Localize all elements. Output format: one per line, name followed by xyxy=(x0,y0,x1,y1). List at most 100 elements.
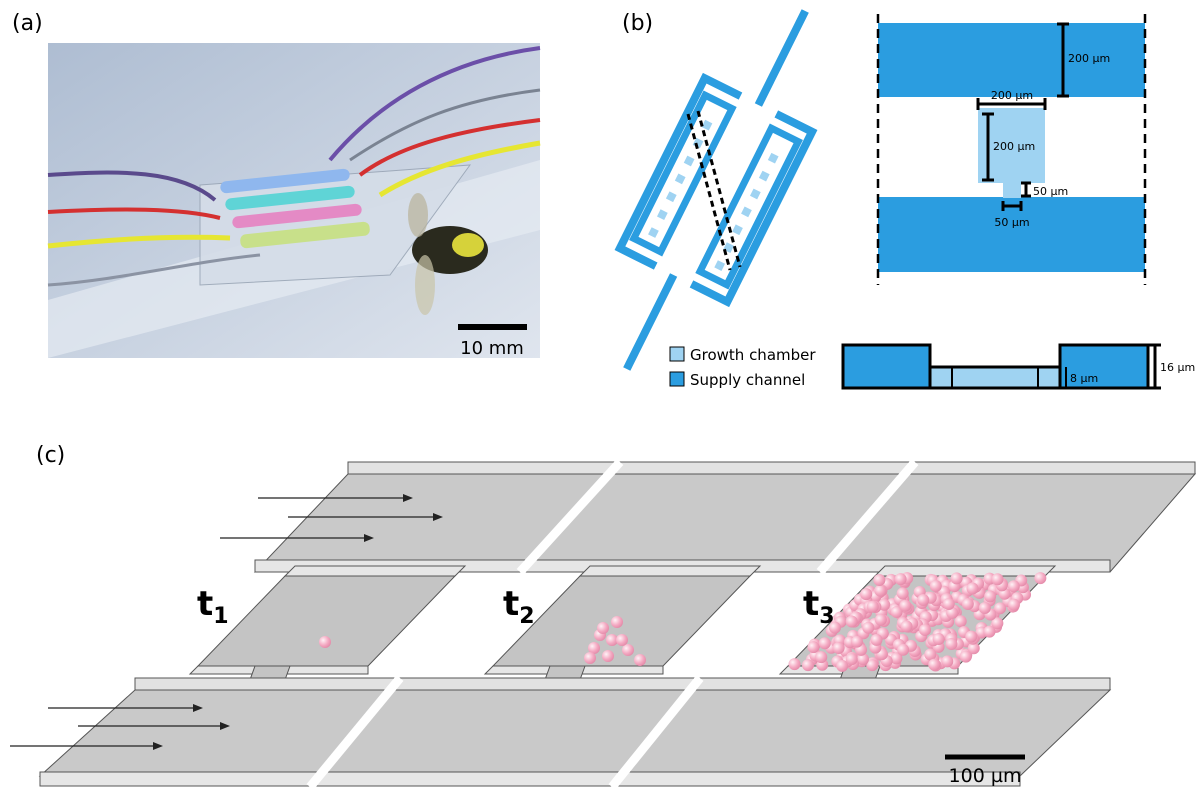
device-3d-circle xyxy=(819,637,831,649)
device-3d-circle xyxy=(899,600,911,612)
device-3d-circle xyxy=(622,644,634,656)
device-3d-circle xyxy=(802,659,814,671)
chip-schematic-g-rect xyxy=(750,189,761,200)
panel-label: (c) xyxy=(36,443,65,468)
device-3d-polygon xyxy=(285,566,465,576)
chip-schematic-g-rect xyxy=(648,227,659,238)
panel-label: (a) xyxy=(12,11,43,36)
device-3d-circle xyxy=(983,626,995,638)
device-3d-circle xyxy=(867,601,879,613)
device-3d-circle xyxy=(846,616,858,628)
device-3d-circle xyxy=(1008,599,1020,611)
device-3d-circle xyxy=(319,636,331,648)
device-3d-circle xyxy=(933,633,945,645)
device-3d-circle xyxy=(984,590,996,602)
time-subscript: 2 xyxy=(519,604,534,629)
scale-bar-label: 100 µm xyxy=(949,765,1022,787)
time-label: t1 xyxy=(197,584,229,629)
top-view-rect xyxy=(878,197,1145,272)
device-3d-circle xyxy=(897,587,909,599)
device-3d-polygon xyxy=(198,576,455,666)
dimension-label: 200 µm xyxy=(991,89,1033,102)
device-3d-circle xyxy=(1034,572,1046,584)
dimension-label: 16 µm xyxy=(1160,361,1195,374)
device-3d-circle xyxy=(616,634,628,646)
chip-schematic-g-rect xyxy=(741,207,752,218)
chip-schematic-g-rect xyxy=(714,260,725,271)
device-3d-circle xyxy=(602,650,614,662)
device-3d-circle xyxy=(960,651,972,663)
photo-ellipse xyxy=(408,193,428,237)
time-label: t2 xyxy=(503,584,535,629)
dimension-label: 200 µm xyxy=(1068,52,1110,65)
chip-schematic-g-rect xyxy=(666,191,677,202)
device-3d-polygon xyxy=(348,462,1195,474)
chip-schematic-line xyxy=(758,11,805,105)
photo xyxy=(48,43,540,358)
time-subscript: 3 xyxy=(819,604,834,629)
chip-schematic-g-rect xyxy=(684,156,695,167)
device-3d-polygon xyxy=(135,678,1110,690)
device-3d-circle xyxy=(833,642,845,654)
chip-schematic xyxy=(573,0,859,396)
device-3d-polygon xyxy=(40,772,1020,786)
device-3d-circle xyxy=(584,652,596,664)
device-3d-circle xyxy=(930,580,942,592)
cross-section-rect xyxy=(843,345,930,388)
dimension-label: 8 µm xyxy=(1070,372,1098,385)
device-3d-polygon xyxy=(40,690,1110,776)
device-3d-circle xyxy=(874,585,886,597)
device-3d-circle xyxy=(875,614,887,626)
chip-schematic-g-rect xyxy=(675,173,686,184)
device-3d-circle xyxy=(860,588,872,600)
legend-swatch xyxy=(670,372,684,386)
chip-schematic-g-rect xyxy=(768,153,779,164)
device-3d-circle xyxy=(919,624,931,636)
chip-schematic-g-rect xyxy=(657,209,668,220)
device-3d-circle xyxy=(611,616,623,628)
device-3d-polygon xyxy=(580,566,760,576)
device-3d-circle xyxy=(1008,580,1020,592)
device-3d-circle xyxy=(895,573,907,585)
panel-label: (b) xyxy=(622,11,653,36)
dimension-label: 200 µm xyxy=(993,140,1035,153)
device-3d-circle xyxy=(945,638,957,650)
device-3d-circle xyxy=(815,651,827,663)
device-3d-circle xyxy=(943,598,955,610)
dimension-label: 50 µm xyxy=(994,216,1029,229)
device-3d-circle xyxy=(979,602,991,614)
device-3d-circle xyxy=(928,659,940,671)
photo-ellipse xyxy=(452,233,484,257)
time-symbol: t xyxy=(197,584,213,624)
device-3d-circle xyxy=(851,636,863,648)
device-3d-circle xyxy=(897,644,909,656)
device-3d-circle xyxy=(873,574,885,586)
chip-schematic-g-rect xyxy=(759,171,770,182)
top-view-rect xyxy=(1003,182,1021,198)
device-3d-circle xyxy=(917,594,929,606)
device-3d-circle xyxy=(962,598,974,610)
time-label: t3 xyxy=(803,584,835,629)
device-3d-circle xyxy=(967,582,979,594)
device-3d xyxy=(10,462,1195,787)
legend-label: Growth chamber xyxy=(690,346,816,364)
dimension-label: 50 µm xyxy=(1033,185,1068,198)
device-3d-circle xyxy=(955,615,967,627)
device-3d-circle xyxy=(941,655,953,667)
time-symbol: t xyxy=(803,584,819,624)
cross-section-rect xyxy=(930,367,1060,388)
legend-label: Supply channel xyxy=(690,371,805,389)
cross-section xyxy=(843,345,1161,388)
figure: (a) 10 mm (b) xyxy=(0,0,1200,787)
device-3d-circle xyxy=(870,634,882,646)
time-symbol: t xyxy=(503,584,519,624)
device-3d-circle xyxy=(807,641,819,653)
photo-ellipse xyxy=(415,255,435,315)
chip-schematic-g-rect xyxy=(732,224,743,235)
device-3d-circle xyxy=(846,653,858,665)
device-3d-circle xyxy=(634,654,646,666)
device-3d-circle xyxy=(862,622,874,634)
time-subscript: 1 xyxy=(213,604,228,629)
device-3d-circle xyxy=(597,622,609,634)
device-3d-circle xyxy=(951,572,963,584)
